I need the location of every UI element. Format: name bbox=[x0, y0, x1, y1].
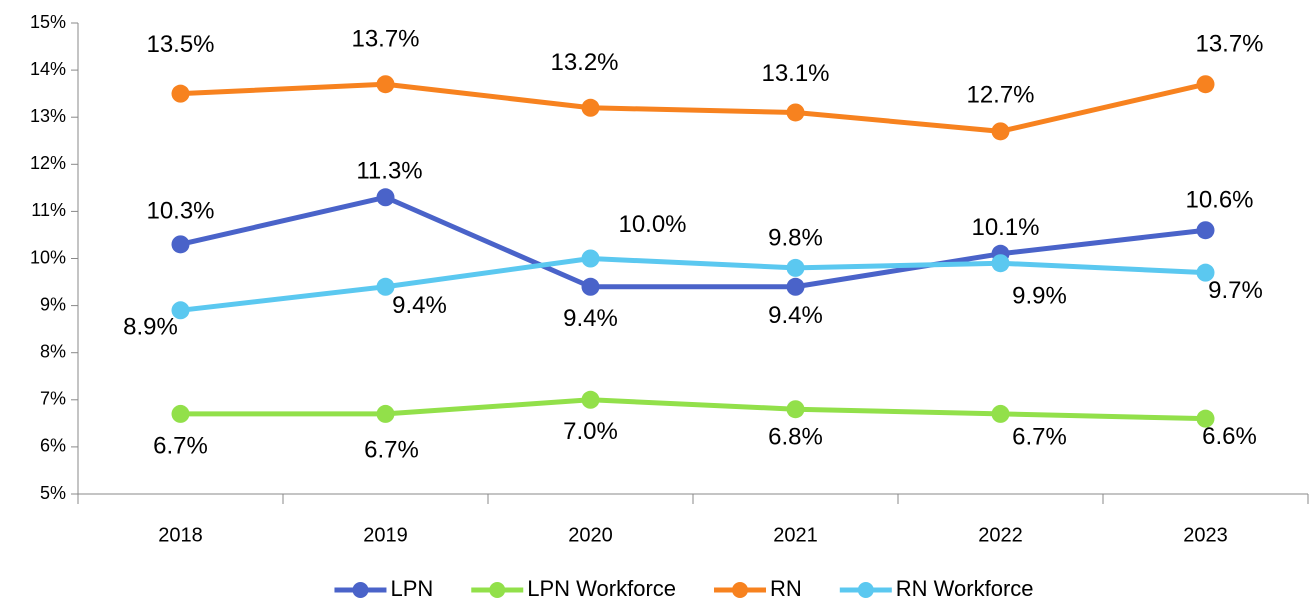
data-label: 9.8% bbox=[768, 224, 823, 251]
data-label: 6.7% bbox=[364, 436, 419, 463]
data-label: 6.6% bbox=[1202, 423, 1257, 450]
data-point bbox=[991, 254, 1010, 273]
data-label: 7.0% bbox=[563, 418, 618, 445]
data-label: 6.8% bbox=[768, 424, 823, 451]
y-tick-label: 12% bbox=[30, 153, 66, 173]
data-point bbox=[376, 277, 395, 296]
x-tick-label: 2023 bbox=[1183, 524, 1228, 546]
data-label: 6.7% bbox=[153, 432, 208, 459]
y-tick-label: 7% bbox=[40, 389, 66, 409]
y-tick-label: 9% bbox=[40, 294, 66, 314]
data-point bbox=[581, 277, 600, 296]
legend-label: LPN bbox=[390, 576, 433, 601]
data-point bbox=[1196, 221, 1215, 240]
data-point bbox=[581, 249, 600, 268]
data-point bbox=[1196, 409, 1215, 428]
data-point bbox=[786, 103, 805, 122]
data-point bbox=[171, 404, 190, 423]
y-tick-label: 11% bbox=[31, 200, 66, 220]
data-label: 10.0% bbox=[618, 211, 686, 238]
legend-label: LPN Workforce bbox=[527, 576, 676, 601]
series-line bbox=[180, 397, 1206, 422]
data-label: 6.7% bbox=[1012, 423, 1067, 450]
data-point bbox=[581, 390, 600, 409]
y-tick-label: 15% bbox=[30, 12, 66, 32]
data-label: 13.5% bbox=[146, 31, 214, 58]
y-tick-label: 6% bbox=[40, 436, 66, 456]
legend-marker bbox=[732, 582, 749, 598]
legend-label: RN bbox=[770, 576, 802, 601]
data-point bbox=[171, 235, 190, 254]
data-label: 13.2% bbox=[550, 49, 618, 76]
series-line bbox=[180, 256, 1206, 313]
data-point bbox=[171, 301, 190, 320]
y-tick-label: 8% bbox=[40, 341, 66, 361]
data-label: 11.3% bbox=[356, 158, 422, 185]
data-point bbox=[171, 84, 190, 103]
data-point bbox=[376, 75, 395, 94]
x-tick-label: 2021 bbox=[773, 524, 818, 546]
data-point bbox=[581, 98, 600, 117]
legend-marker bbox=[352, 582, 369, 598]
y-tick-label: 10% bbox=[30, 247, 66, 267]
data-label: 8.9% bbox=[123, 314, 178, 341]
legend-marker bbox=[857, 582, 874, 598]
data-label: 13.1% bbox=[761, 60, 829, 87]
data-point bbox=[786, 277, 805, 296]
y-tick-label: 14% bbox=[30, 59, 66, 79]
data-point bbox=[376, 404, 395, 423]
y-tick-label: 13% bbox=[30, 106, 66, 126]
x-tick-label: 2019 bbox=[363, 524, 408, 546]
x-tick-label: 2018 bbox=[158, 524, 203, 546]
data-point bbox=[1196, 263, 1215, 282]
data-label: 10.3% bbox=[146, 198, 214, 225]
data-label: 12.7% bbox=[966, 82, 1034, 109]
series-line bbox=[180, 81, 1207, 134]
x-tick-label: 2020 bbox=[568, 524, 613, 546]
x-tick-label: 2022 bbox=[978, 524, 1023, 546]
data-label: 9.4% bbox=[768, 302, 823, 329]
data-label: 9.4% bbox=[392, 292, 447, 319]
data-point bbox=[991, 404, 1010, 423]
y-tick-label: 5% bbox=[40, 483, 66, 503]
data-label: 13.7% bbox=[1195, 31, 1263, 58]
data-point bbox=[991, 122, 1010, 141]
data-point bbox=[376, 188, 395, 207]
data-label: 10.6% bbox=[1185, 187, 1253, 214]
data-label: 9.4% bbox=[563, 305, 618, 332]
series-line bbox=[179, 194, 1206, 290]
legend-marker bbox=[489, 582, 506, 598]
data-point bbox=[786, 400, 805, 419]
data-label: 9.9% bbox=[1012, 283, 1067, 310]
legend-label: RN Workforce bbox=[896, 576, 1034, 601]
data-point bbox=[1196, 75, 1215, 94]
data-label: 9.7% bbox=[1208, 277, 1263, 304]
data-label: 10.1% bbox=[971, 214, 1039, 241]
data-point bbox=[786, 258, 805, 277]
data-label: 13.7% bbox=[351, 26, 419, 53]
